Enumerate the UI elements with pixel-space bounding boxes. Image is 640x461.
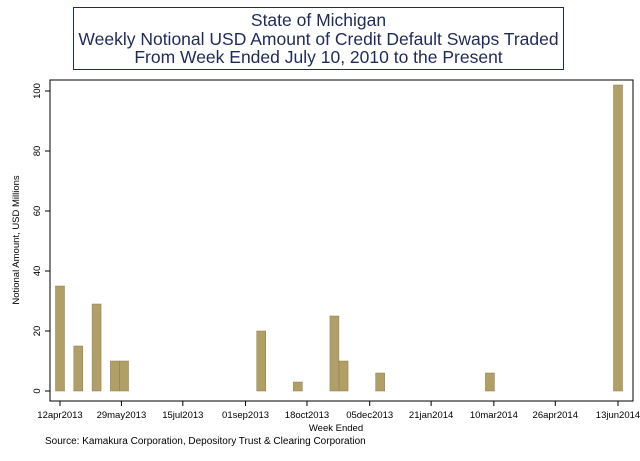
chart-title-box: State of Michigan Weekly Notional USD Am… — [73, 7, 564, 70]
x-tick-label: 15jul2013 — [162, 410, 203, 421]
x-tick-label: 10mar2014 — [470, 410, 518, 421]
bar — [338, 360, 349, 392]
bar — [73, 345, 84, 392]
y-tick-label: 0 — [32, 388, 43, 393]
x-tick-label: 13jun2014 — [596, 410, 640, 421]
bar — [55, 285, 65, 392]
x-axis-title: Week Ended — [309, 423, 363, 434]
plot-area: 0 20 40 60 80 100 12apr2013 29may2013 15jul2013 0… — [32, 79, 640, 421]
bar — [110, 360, 120, 392]
bar — [119, 360, 129, 392]
y-tick-label: 80 — [32, 146, 43, 157]
bar — [256, 330, 266, 392]
bar — [91, 303, 102, 392]
x-tick-label: 29may2013 — [97, 410, 147, 421]
bar — [329, 315, 340, 392]
bar — [613, 84, 623, 392]
bar — [485, 372, 495, 392]
y-tick-label: 60 — [32, 206, 43, 217]
bar — [375, 372, 385, 392]
x-tick-label: 21jan2014 — [409, 410, 453, 421]
plot-frame — [49, 79, 634, 402]
y-tick-label: 100 — [32, 83, 43, 99]
chart-title-line-2: Weekly Notional USD Amount of Credit Def… — [78, 28, 559, 49]
chart-title-line-3: From Week Ended July 10, 2010 to the Pre… — [134, 47, 503, 67]
source-note: Source: Kamakura Corporation, Depository… — [45, 436, 366, 447]
x-tick-label: 12apr2013 — [37, 410, 82, 421]
chart-title-line-1: State of Michigan — [250, 10, 387, 30]
x-tick-label: 18oct2013 — [285, 410, 329, 421]
y-axis-title: Notional Amount, USD Millions — [11, 175, 22, 305]
x-tick-label: 01sep2013 — [222, 410, 269, 421]
y-tick-label: 40 — [32, 266, 43, 277]
x-tick-label: 26apr2014 — [533, 410, 578, 421]
y-tick-label: 20 — [32, 326, 43, 337]
x-tick-label: 05dec2013 — [346, 410, 393, 421]
bar — [293, 381, 303, 392]
